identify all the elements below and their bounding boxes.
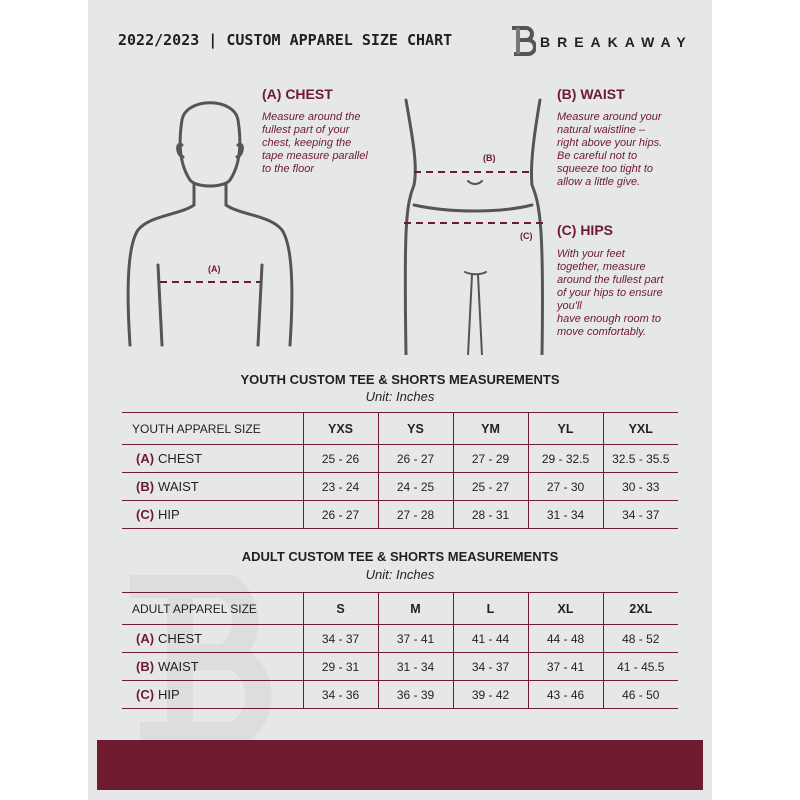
measurement-value: 41 - 45.5 <box>602 652 678 681</box>
measurement-value: 27 - 29 <box>452 444 528 473</box>
measurement-value: 34 - 36 <box>302 680 378 709</box>
measurement-label: (C) HIP <box>122 680 303 709</box>
measurement-value: 29 - 31 <box>302 652 378 681</box>
waist-heading: (B) WAIST <box>557 86 625 102</box>
hips-marker: (C) <box>520 231 533 241</box>
waist-marker: (B) <box>483 153 496 163</box>
measurement-value: 27 - 30 <box>527 472 603 501</box>
measurement-value: 23 - 24 <box>302 472 378 501</box>
page-title: 2022/2023 | CUSTOM APPAREL SIZE CHART <box>118 31 453 49</box>
measurement-value: 30 - 33 <box>602 472 678 501</box>
measurement-value: 24 - 25 <box>377 472 453 501</box>
measurement-tag: (B) <box>136 479 155 494</box>
size-header: M <box>377 592 453 625</box>
measurement-name: HIP <box>158 687 180 702</box>
measurement-tag: (C) <box>136 687 155 702</box>
measurement-value: 31 - 34 <box>377 652 453 681</box>
table-row: (C) HIP 34 - 36 36 - 39 39 - 42 43 - 46 46 - 5… <box>122 680 678 709</box>
measurement-label: (A) CHEST <box>122 444 303 473</box>
measurement-name: WAIST <box>158 659 199 674</box>
brand-name: BREAKAWAY <box>540 34 693 50</box>
hips-heading: (C) HIPS <box>557 222 613 238</box>
size-header: S <box>302 592 378 625</box>
youth-size-table: YOUTH APPAREL SIZE YXS YS YM YL YXL (A) CHEST 25… <box>122 412 678 529</box>
measurement-value: 34 - 37 <box>302 624 378 653</box>
measurement-value: 37 - 41 <box>377 624 453 653</box>
hips-instructions: With your feet together, measure around th… <box>557 248 664 338</box>
size-header: 2XL <box>602 592 678 625</box>
youth-section-title: YOUTH CUSTOM TEE & SHORTS MEASUREMENTS <box>240 372 560 387</box>
measurement-name: WAIST <box>158 479 199 494</box>
size-header: YL <box>527 412 603 445</box>
measurement-value: 39 - 42 <box>452 680 528 709</box>
measurement-value: 25 - 27 <box>452 472 528 501</box>
chest-marker: (A) <box>208 264 221 274</box>
measurement-value: 48 - 52 <box>602 624 678 653</box>
measurement-value: 25 - 26 <box>302 444 378 473</box>
table-row: (B) WAIST 23 - 24 24 - 25 25 - 27 27 - 30 30 -… <box>122 472 678 501</box>
table-row: (B) WAIST 29 - 31 31 - 34 34 - 37 37 - 41 41 -… <box>122 652 678 681</box>
measurement-value: 37 - 41 <box>527 652 603 681</box>
adult-size-table: ADULT APPAREL SIZE S M L XL 2XL (A) CHEST 34 - 3… <box>122 592 678 709</box>
size-header: YXS <box>302 412 378 445</box>
lower-body-illustration <box>403 98 544 355</box>
measurement-value: 26 - 27 <box>302 500 378 529</box>
measurement-value: 28 - 31 <box>452 500 528 529</box>
size-header: YS <box>377 412 453 445</box>
brand-logo-icon <box>512 26 536 56</box>
size-header: YM <box>452 412 528 445</box>
measurement-name: CHEST <box>158 451 203 466</box>
measurement-tag: (A) <box>136 631 155 646</box>
measurement-label: (C) HIP <box>122 500 303 529</box>
measurement-value: 41 - 44 <box>452 624 528 653</box>
table-row: (C) HIP 26 - 27 27 - 28 28 - 31 31 - 34 34 - 3… <box>122 500 678 529</box>
measurement-value: 32.5 - 35.5 <box>602 444 678 473</box>
measurement-value: 26 - 27 <box>377 444 453 473</box>
measurement-tag: (B) <box>136 659 155 674</box>
adult-unit: Unit: Inches <box>365 567 435 582</box>
measurement-value: 29 - 32.5 <box>527 444 603 473</box>
size-header: L <box>452 592 528 625</box>
measurement-value: 44 - 48 <box>527 624 603 653</box>
measurement-value: 36 - 39 <box>377 680 453 709</box>
measurement-value: 46 - 50 <box>602 680 678 709</box>
waist-instructions: Measure around your natural waistline – ri… <box>557 111 663 188</box>
upper-body-illustration <box>126 101 294 347</box>
youth-unit: Unit: Inches <box>365 389 435 404</box>
size-header: XL <box>527 592 603 625</box>
measurement-name: HIP <box>158 507 180 522</box>
header-row: YOUTH APPAREL SIZE YXS YS YM YL YXL <box>122 412 678 445</box>
measurement-value: 34 - 37 <box>602 500 678 529</box>
footer-bar <box>97 740 703 790</box>
measurement-name: CHEST <box>158 631 203 646</box>
size-header: YXL <box>602 412 678 445</box>
size-label: ADULT APPAREL SIZE <box>122 592 303 625</box>
size-label: YOUTH APPAREL SIZE <box>122 412 303 445</box>
measurement-value: 43 - 46 <box>527 680 603 709</box>
measurement-label: (B) WAIST <box>122 652 303 681</box>
header-row: ADULT APPAREL SIZE S M L XL 2XL <box>122 592 678 625</box>
measurement-label: (B) WAIST <box>122 472 303 501</box>
measurement-tag: (A) <box>136 451 155 466</box>
chest-instructions: Measure around the fullest part of your ch… <box>262 111 368 175</box>
chest-heading: (A) CHEST <box>262 86 333 102</box>
table-row: (A) CHEST 25 - 26 26 - 27 27 - 29 29 - 32.5 32… <box>122 444 678 473</box>
measurement-value: 27 - 28 <box>377 500 453 529</box>
measurement-label: (A) CHEST <box>122 624 303 653</box>
measurement-value: 31 - 34 <box>527 500 603 529</box>
table-row: (A) CHEST 34 - 37 37 - 41 41 - 44 44 - 48 48 -… <box>122 624 678 653</box>
adult-section-title: ADULT CUSTOM TEE & SHORTS MEASUREMENTS <box>241 549 559 564</box>
measurement-value: 34 - 37 <box>452 652 528 681</box>
measurement-tag: (C) <box>136 507 155 522</box>
